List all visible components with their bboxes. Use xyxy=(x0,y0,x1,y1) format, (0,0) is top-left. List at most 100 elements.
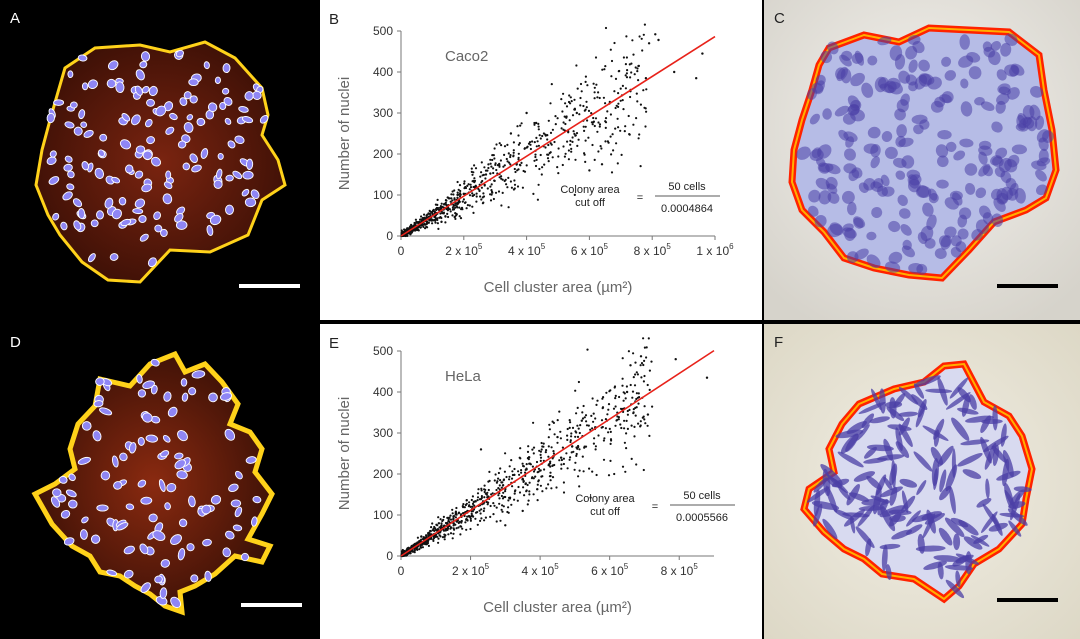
data-point xyxy=(539,484,542,487)
data-point xyxy=(556,441,559,444)
data-point xyxy=(533,159,536,162)
nucleus xyxy=(137,479,147,488)
data-point xyxy=(631,390,635,393)
stained-cell xyxy=(893,393,906,408)
data-point xyxy=(493,504,496,507)
nucleus xyxy=(64,155,73,163)
data-point xyxy=(453,215,456,219)
data-point xyxy=(557,155,560,158)
data-point xyxy=(576,435,580,438)
data-point xyxy=(568,94,571,97)
nucleus xyxy=(87,253,96,263)
data-point xyxy=(509,155,512,159)
nucleus xyxy=(90,534,101,544)
data-point xyxy=(471,180,474,183)
nucleus xyxy=(118,196,127,206)
data-point xyxy=(420,224,423,227)
stained-cell xyxy=(808,189,821,203)
data-point xyxy=(419,544,422,547)
data-point xyxy=(584,414,588,417)
data-point xyxy=(585,106,588,109)
data-point xyxy=(645,110,648,113)
data-point xyxy=(483,184,486,187)
data-point xyxy=(557,147,560,150)
data-point xyxy=(547,483,550,486)
stained-cell xyxy=(916,480,927,496)
panel-a-label: A xyxy=(10,10,21,27)
data-point xyxy=(484,177,487,180)
stained-cell xyxy=(955,570,961,588)
nucleus xyxy=(146,98,155,107)
data-point xyxy=(513,498,516,501)
stained-cell xyxy=(944,517,965,538)
nucleus xyxy=(183,122,194,133)
data-point xyxy=(626,413,629,416)
data-point xyxy=(636,396,639,399)
data-point xyxy=(602,458,606,461)
data-point xyxy=(622,399,625,402)
data-point xyxy=(459,189,462,193)
data-point xyxy=(541,134,544,138)
data-point xyxy=(507,499,510,502)
data-point xyxy=(455,520,459,523)
nucleus xyxy=(113,481,123,490)
data-point xyxy=(619,423,622,426)
data-point xyxy=(637,422,640,425)
stained-cell xyxy=(913,451,933,472)
data-point xyxy=(575,111,578,115)
data-point xyxy=(521,509,524,513)
data-point xyxy=(484,173,487,176)
data-point xyxy=(458,206,461,209)
data-point xyxy=(452,524,455,527)
data-point xyxy=(489,199,493,202)
cells-c xyxy=(796,33,1054,275)
y-tick-label: 300 xyxy=(373,426,393,440)
data-point xyxy=(498,164,501,167)
stained-cell xyxy=(991,213,1004,227)
nucleus xyxy=(177,140,187,149)
data-point xyxy=(447,520,451,523)
data-point xyxy=(615,419,618,422)
stained-cell xyxy=(926,214,937,230)
x-tick-label: 4 x 105 xyxy=(508,242,546,258)
data-point xyxy=(534,155,537,159)
data-point xyxy=(560,463,563,466)
stained-cell xyxy=(945,141,957,153)
data-point xyxy=(525,468,528,471)
data-point xyxy=(470,512,473,515)
data-point xyxy=(422,225,425,228)
nucleus xyxy=(141,183,153,193)
stained-cell xyxy=(877,499,889,516)
data-point xyxy=(453,198,456,201)
data-point xyxy=(577,445,580,449)
data-point xyxy=(443,535,446,538)
data-point xyxy=(447,215,450,219)
data-point xyxy=(535,460,539,464)
nucleus xyxy=(224,117,232,125)
nucleus xyxy=(147,257,157,268)
data-point xyxy=(494,191,498,194)
nucleus xyxy=(67,70,74,79)
data-point xyxy=(546,138,549,141)
data-point xyxy=(621,384,624,387)
nucleus xyxy=(160,228,168,237)
data-point xyxy=(504,524,507,527)
data-point xyxy=(583,109,586,112)
nucleus xyxy=(77,208,86,220)
nucleus xyxy=(152,530,166,541)
stained-cell xyxy=(996,188,1009,204)
data-point xyxy=(604,140,607,143)
stained-cell xyxy=(825,176,838,190)
stained-cell xyxy=(900,224,912,236)
nucleus xyxy=(246,158,254,170)
data-point xyxy=(625,72,628,75)
data-point xyxy=(445,522,448,525)
stained-cell xyxy=(1008,520,1022,537)
x-tick-label: 1 x 106 xyxy=(696,242,734,258)
data-point xyxy=(471,173,474,176)
nucleus xyxy=(191,370,206,379)
data-point xyxy=(574,158,577,161)
data-point xyxy=(507,506,510,509)
nucleus xyxy=(227,140,236,149)
nucleus xyxy=(111,455,119,468)
